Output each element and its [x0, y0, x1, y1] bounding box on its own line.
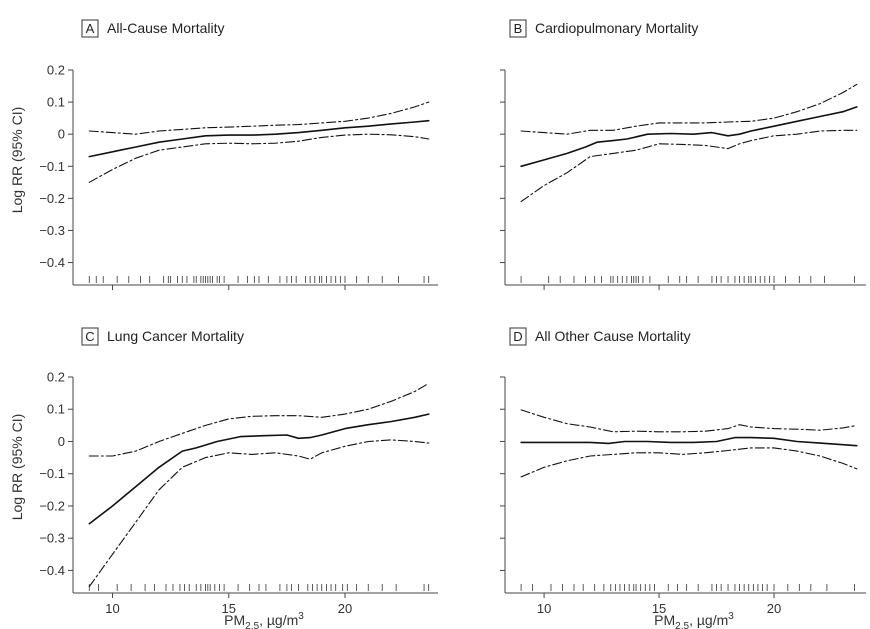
panel-letter-box: [81, 19, 99, 38]
rug: [88, 276, 430, 283]
x-tick-label: 15: [222, 601, 236, 616]
panel-title: All-Cause Mortality: [107, 20, 224, 36]
rug: [88, 584, 430, 591]
x-label-main: PM: [224, 612, 245, 628]
y-tick-label: 0: [58, 434, 65, 449]
lower-ci-line: [520, 129, 858, 203]
y-axis-title-top: Log RR (95% CI): [9, 107, 25, 214]
panel-letter: C: [85, 329, 94, 344]
panel-title: All Other Cause Mortality: [535, 328, 691, 344]
y-tick-label: −0.4: [39, 563, 65, 578]
y-tick-label: −0.3: [39, 223, 65, 238]
panel-d: D All Other Cause Mortality 10 15 20: [500, 327, 866, 616]
rug: [520, 276, 855, 283]
panel-letter: B: [514, 21, 523, 36]
y-tick-label: −0.1: [39, 466, 65, 481]
panels: A All-Cause Mortality 0.2 0.1 0 −0.1 −0.2 −0.3 −…: [39, 19, 866, 616]
panel-letter-box: [509, 327, 527, 346]
estimate-line: [88, 413, 430, 525]
y-tick-label: 0.2: [47, 370, 65, 385]
y-tick-label: 0.1: [47, 402, 65, 417]
y-tick-label: −0.4: [39, 255, 65, 270]
x-label-superscript: 3: [728, 611, 734, 622]
x-label-superscript: 3: [298, 611, 304, 622]
estimate-line: [520, 106, 858, 168]
y-tick-label: −0.2: [39, 498, 65, 513]
panel-a: A All-Cause Mortality 0.2 0.1 0 −0.1 −0.2 −0.3 −…: [39, 19, 438, 290]
x-label-subscript: 2.5: [245, 621, 259, 629]
panel-title: Lung Cancer Mortality: [107, 328, 244, 344]
panel-b: B Cardiopulmonary Mortality: [500, 19, 866, 290]
y-tick-label: −0.1: [39, 159, 65, 174]
y-tick-label: −0.3: [39, 531, 65, 546]
upper-ci-line: [520, 409, 858, 433]
y-tick-label: 0.2: [47, 63, 65, 78]
y-tick-label: 0: [58, 127, 65, 142]
x-label-unit: , µg/m: [689, 612, 728, 628]
lower-ci-line: [88, 439, 430, 588]
panel-letter-box: [81, 327, 99, 346]
lower-ci-line: [88, 133, 430, 183]
upper-ci-line: [520, 83, 858, 135]
panel-letter-box: [509, 19, 527, 38]
estimate-line: [88, 119, 430, 158]
panel-title: Cardiopulmonary Mortality: [535, 20, 698, 36]
x-label-unit: , µg/m: [259, 612, 298, 628]
x-tick-label: 10: [537, 601, 551, 616]
upper-ci-line: [88, 382, 430, 457]
panel-letter: A: [86, 21, 95, 36]
x-axis-title-right: PM2.5, µg/m3: [654, 611, 734, 629]
x-tick-label: 20: [338, 601, 352, 616]
y-tick-label: 0.1: [47, 95, 65, 110]
x-axis-title-left: PM2.5, µg/m3: [224, 611, 304, 629]
estimate-line: [520, 436, 858, 447]
rug: [520, 584, 855, 591]
panel-letter: D: [513, 329, 522, 344]
x-tick-label: 20: [767, 601, 781, 616]
upper-ci-line: [88, 101, 430, 135]
y-tick-label: −0.2: [39, 191, 65, 206]
lower-ci-line: [520, 447, 858, 478]
x-label-subscript: 2.5: [675, 621, 689, 629]
x-label-main: PM: [654, 612, 675, 628]
x-tick-label: 15: [652, 601, 666, 616]
y-axis-title-bottom: Log RR (95% CI): [9, 414, 25, 521]
panel-c: C Lung Cancer Mortality 0.2 0.1 0 −0.1 −0.2 −0.…: [39, 327, 438, 616]
x-tick-label: 10: [105, 601, 119, 616]
